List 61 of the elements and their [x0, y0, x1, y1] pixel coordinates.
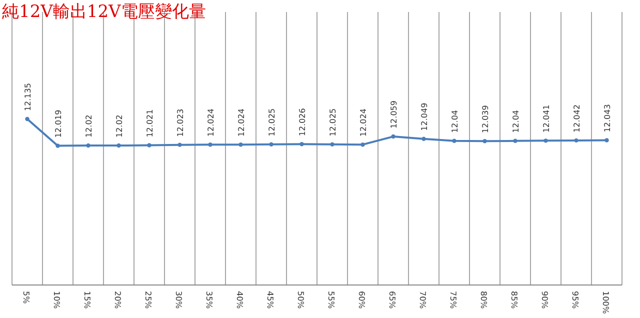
- point: [422, 136, 426, 141]
- x-tick-label: 40%: [234, 291, 244, 310]
- point: [238, 142, 243, 147]
- x-tick-label: 70%: [418, 291, 427, 310]
- point: [604, 138, 609, 142]
- x-tick-label: 75%: [448, 291, 458, 310]
- data-label: 12.049: [420, 102, 429, 131]
- x-tick-label: 15%: [82, 291, 92, 310]
- data-label: 12.025: [267, 108, 276, 136]
- x-tick-label: 80%: [478, 291, 488, 310]
- x-tick-label: 25%: [143, 291, 152, 310]
- data-label: 12.04: [511, 110, 520, 133]
- data-label: 12.024: [206, 108, 216, 137]
- data-label: 12.025: [328, 108, 338, 136]
- point: [178, 142, 182, 147]
- point: [513, 138, 518, 144]
- x-tick-label: 90%: [540, 291, 549, 310]
- data-label: 12.026: [298, 108, 307, 136]
- data-label: 12.135: [23, 83, 32, 112]
- x-tick-label: 5%: [21, 291, 30, 304]
- x-tick-label: 55%: [326, 291, 336, 310]
- data-label: 12.02: [114, 114, 124, 138]
- point: [482, 139, 487, 144]
- data-label: 12.059: [389, 100, 398, 129]
- point: [86, 143, 90, 148]
- data-label: 12.04: [450, 110, 460, 133]
- data-label: 12.024: [236, 108, 246, 137]
- x-tick-label: 100%: [600, 291, 610, 314]
- point: [360, 142, 365, 147]
- point: [116, 143, 121, 148]
- point: [391, 134, 396, 139]
- x-tick-label: 30%: [174, 291, 183, 310]
- point: [269, 142, 274, 146]
- point: [25, 116, 30, 122]
- data-label: 12.042: [572, 104, 582, 132]
- x-tick-label: 85%: [509, 291, 518, 310]
- data-label: 12.02: [84, 114, 94, 138]
- x-tick-label: 45%: [265, 291, 274, 310]
- x-tick-label: 20%: [112, 291, 122, 310]
- x-tick-label: 60%: [356, 291, 366, 310]
- x-tick-label: 10%: [52, 291, 61, 310]
- data-label: 12.039: [480, 105, 490, 134]
- point: [208, 142, 212, 147]
- x-tick-label: 95%: [570, 291, 580, 310]
- data-label: 12.023: [176, 108, 185, 137]
- point: [330, 142, 334, 146]
- data-label: 12.021: [145, 109, 154, 138]
- x-tick-label: 50%: [296, 291, 305, 310]
- data-label: 12.024: [358, 108, 368, 137]
- point: [574, 138, 578, 143]
- data-label: 12.019: [54, 110, 63, 138]
- x-tick-label: 65%: [387, 291, 396, 310]
- point: [300, 142, 304, 146]
- point: [56, 144, 60, 148]
- point: [147, 143, 152, 148]
- x-tick-label: 35%: [204, 291, 214, 310]
- chart-title: 純12V輸出12V電壓變化量: [2, 2, 206, 22]
- point: [452, 138, 456, 144]
- data-label: 12.043: [602, 104, 612, 132]
- data-label: 12.041: [542, 104, 551, 133]
- point: [544, 138, 548, 143]
